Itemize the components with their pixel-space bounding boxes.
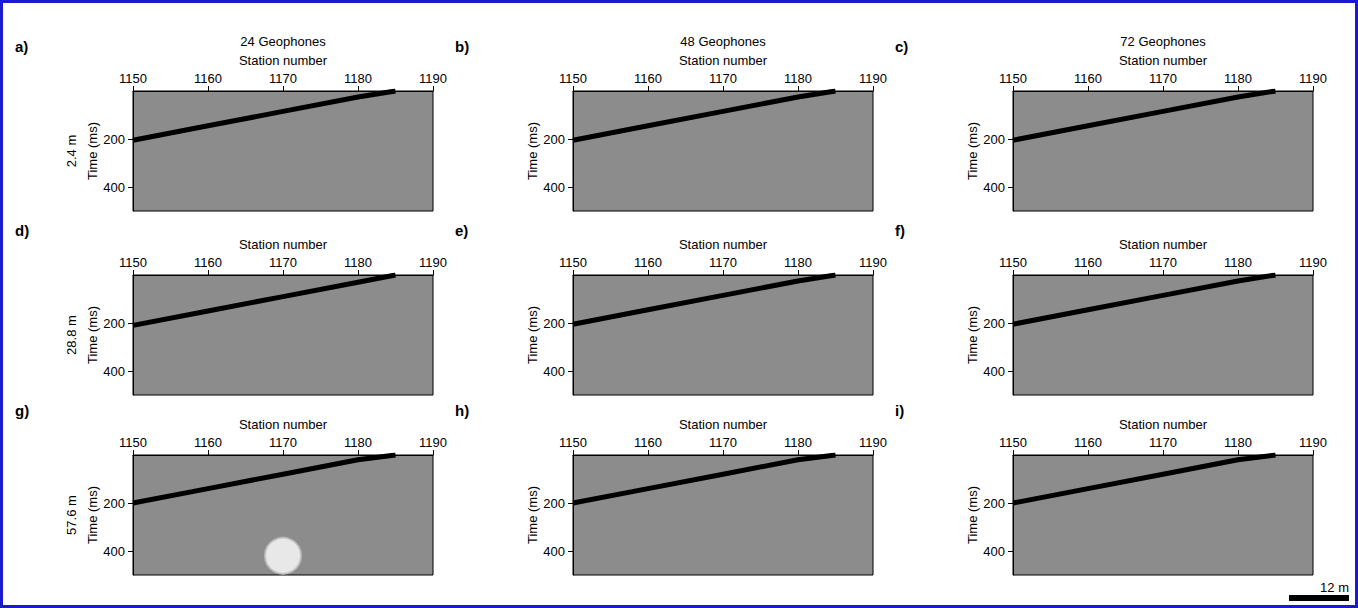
svg-text:200: 200 xyxy=(983,316,1005,331)
svg-text:Time (ms): Time (ms) xyxy=(965,486,980,544)
svg-text:200: 200 xyxy=(103,316,125,331)
svg-text:400: 400 xyxy=(103,544,125,559)
svg-text:a): a) xyxy=(15,38,28,55)
svg-text:Time (ms): Time (ms) xyxy=(525,306,540,364)
svg-text:1160: 1160 xyxy=(634,255,662,270)
svg-text:1180: 1180 xyxy=(1224,71,1252,86)
svg-text:400: 400 xyxy=(983,544,1005,559)
svg-text:24 Geophones: 24 Geophones xyxy=(240,34,326,49)
svg-text:400: 400 xyxy=(543,180,565,195)
svg-text:1190: 1190 xyxy=(419,435,447,450)
svg-text:200: 200 xyxy=(983,496,1005,511)
svg-text:400: 400 xyxy=(543,544,565,559)
svg-text:Time (ms): Time (ms) xyxy=(85,486,100,544)
svg-text:1190: 1190 xyxy=(419,255,447,270)
svg-text:28.8 m: 28.8 m xyxy=(64,315,79,355)
svg-text:1170: 1170 xyxy=(1149,435,1177,450)
svg-text:1180: 1180 xyxy=(784,435,812,450)
svg-text:1180: 1180 xyxy=(344,71,372,86)
svg-text:1180: 1180 xyxy=(1224,255,1252,270)
svg-text:1160: 1160 xyxy=(634,71,662,86)
svg-text:1160: 1160 xyxy=(1074,71,1102,86)
svg-text:200: 200 xyxy=(983,132,1005,147)
svg-text:1150: 1150 xyxy=(119,435,147,450)
svg-text:200: 200 xyxy=(543,496,565,511)
svg-text:1180: 1180 xyxy=(344,435,372,450)
svg-text:b): b) xyxy=(455,38,469,55)
svg-text:1180: 1180 xyxy=(784,71,812,86)
svg-text:1190: 1190 xyxy=(1299,255,1327,270)
svg-text:1150: 1150 xyxy=(559,71,587,86)
svg-text:1170: 1170 xyxy=(1149,71,1177,86)
svg-text:1160: 1160 xyxy=(194,71,222,86)
svg-text:Station number: Station number xyxy=(239,417,328,432)
svg-text:400: 400 xyxy=(103,364,125,379)
svg-text:i): i) xyxy=(895,402,904,419)
svg-text:c): c) xyxy=(895,38,908,55)
svg-text:Station number: Station number xyxy=(1119,417,1208,432)
svg-text:1150: 1150 xyxy=(119,71,147,86)
svg-text:Time (ms): Time (ms) xyxy=(525,486,540,544)
svg-text:Station number: Station number xyxy=(1119,53,1208,68)
svg-text:Station number: Station number xyxy=(1119,237,1208,252)
svg-text:h): h) xyxy=(455,402,469,419)
svg-text:1170: 1170 xyxy=(709,255,737,270)
svg-text:d): d) xyxy=(15,222,29,239)
svg-text:200: 200 xyxy=(543,132,565,147)
svg-text:1170: 1170 xyxy=(709,435,737,450)
svg-text:400: 400 xyxy=(543,364,565,379)
svg-text:Time (ms): Time (ms) xyxy=(85,122,100,180)
svg-text:Station number: Station number xyxy=(239,53,328,68)
svg-text:1190: 1190 xyxy=(859,255,887,270)
svg-text:1190: 1190 xyxy=(1299,71,1327,86)
svg-text:1190: 1190 xyxy=(419,71,447,86)
svg-text:1190: 1190 xyxy=(859,71,887,86)
svg-text:Station number: Station number xyxy=(679,53,768,68)
svg-text:1150: 1150 xyxy=(119,255,147,270)
svg-text:1180: 1180 xyxy=(1224,435,1252,450)
svg-text:1190: 1190 xyxy=(859,435,887,450)
svg-text:e): e) xyxy=(455,222,468,239)
svg-text:1150: 1150 xyxy=(999,435,1027,450)
svg-text:48 Geophones: 48 Geophones xyxy=(680,34,766,49)
svg-text:57.6 m: 57.6 m xyxy=(64,495,79,535)
svg-text:200: 200 xyxy=(103,496,125,511)
svg-text:1160: 1160 xyxy=(1074,255,1102,270)
svg-text:Station number: Station number xyxy=(679,417,768,432)
svg-text:2.4 m: 2.4 m xyxy=(64,135,79,168)
svg-text:1150: 1150 xyxy=(559,435,587,450)
svg-text:1170: 1170 xyxy=(1149,255,1177,270)
svg-text:1190: 1190 xyxy=(1299,435,1327,450)
svg-text:1150: 1150 xyxy=(999,255,1027,270)
svg-text:1170: 1170 xyxy=(269,71,297,86)
svg-text:Time (ms): Time (ms) xyxy=(965,122,980,180)
svg-text:1160: 1160 xyxy=(1074,435,1102,450)
svg-text:1160: 1160 xyxy=(194,255,222,270)
svg-text:400: 400 xyxy=(983,180,1005,195)
svg-text:1150: 1150 xyxy=(999,71,1027,86)
svg-text:200: 200 xyxy=(103,132,125,147)
svg-text:1160: 1160 xyxy=(194,435,222,450)
svg-text:1170: 1170 xyxy=(709,71,737,86)
svg-text:400: 400 xyxy=(983,364,1005,379)
svg-text:Station number: Station number xyxy=(239,237,328,252)
svg-text:1160: 1160 xyxy=(634,435,662,450)
svg-text:Time (ms): Time (ms) xyxy=(525,122,540,180)
svg-text:1180: 1180 xyxy=(784,255,812,270)
svg-text:Time (ms): Time (ms) xyxy=(85,306,100,364)
svg-text:400: 400 xyxy=(103,180,125,195)
svg-text:1180: 1180 xyxy=(344,255,372,270)
svg-text:12 m: 12 m xyxy=(1320,580,1349,595)
svg-text:1170: 1170 xyxy=(269,435,297,450)
svg-text:Time (ms): Time (ms) xyxy=(965,306,980,364)
svg-text:Station number: Station number xyxy=(679,237,768,252)
svg-text:1170: 1170 xyxy=(269,255,297,270)
svg-text:1150: 1150 xyxy=(559,255,587,270)
svg-text:200: 200 xyxy=(543,316,565,331)
svg-text:f): f) xyxy=(895,222,905,239)
svg-text:g): g) xyxy=(15,402,29,419)
svg-text:72 Geophones: 72 Geophones xyxy=(1120,34,1206,49)
